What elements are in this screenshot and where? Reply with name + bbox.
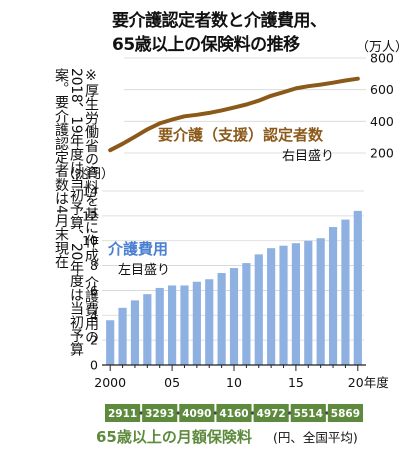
left-axis-unit-label: （兆円）	[62, 167, 115, 182]
cost-bar	[217, 273, 226, 365]
bar-layer	[106, 210, 362, 365]
cost-bar	[229, 268, 239, 365]
premium-value: 5514	[294, 408, 323, 420]
premium-box	[105, 404, 141, 422]
cost-bar	[168, 285, 177, 365]
source-note: ※厚生労働省の資料を基に作成。介護費用の2018、19年度は当初予算、20年度は…	[53, 68, 99, 357]
premium-separator-dot	[139, 411, 143, 415]
line-layer	[108, 76, 360, 153]
premium-separator-dot	[213, 411, 218, 415]
premium-box	[253, 404, 289, 422]
right-axis-tick-label: 400	[370, 114, 394, 129]
cost-bar	[291, 243, 300, 365]
line-series-label: 要介護（支援）認定者数	[158, 126, 324, 144]
bar-series-label: 介護費用	[107, 240, 168, 258]
left-axis-tick-label: 4	[90, 308, 98, 323]
right-axis-unit-label: （万人）	[356, 40, 409, 55]
cost-bar	[353, 210, 362, 365]
premium-value: 2911	[108, 408, 137, 420]
chart-title-line2: 65歳以上の保険料の推移	[112, 35, 300, 55]
cost-bar	[118, 307, 127, 365]
premium-row: 2911 3293 4090 4160 4972 5514 5869 65歳以上の月額保険料 (…	[96, 404, 363, 446]
premium-box	[290, 404, 326, 422]
x-axis: 2000 05 10 15 20年度	[94, 364, 389, 390]
premium-box	[216, 404, 252, 422]
cost-bar	[242, 263, 251, 365]
chart-title-line1: 要介護認定者数と介護費用、	[112, 11, 327, 31]
cost-bar	[279, 245, 288, 365]
cost-bar	[180, 285, 189, 365]
premium-box	[327, 404, 363, 422]
cost-bar	[316, 238, 325, 365]
premium-separator-dot	[176, 411, 180, 415]
certified-persons-line	[108, 76, 360, 153]
left-axis-tick-label: 0	[90, 358, 98, 373]
premium-box	[179, 404, 215, 422]
left-axis: 0 2 4 6 8 10 12 14	[82, 184, 98, 373]
right-axis-tick-label: 800	[370, 51, 394, 66]
x-axis-tick-label: 20年度	[348, 375, 389, 390]
line-axis-note: 右目盛り	[282, 149, 334, 164]
cost-bar	[192, 281, 201, 365]
cost-bar	[267, 248, 276, 365]
right-axis: 200 400 600 800	[370, 51, 394, 161]
cost-bar	[106, 320, 115, 365]
premium-box	[142, 404, 178, 422]
premium-row-label: 65歳以上の月額保険料	[96, 428, 252, 446]
left-axis-tick-label: 8	[90, 258, 98, 273]
cost-bar	[143, 294, 152, 365]
x-axis-tick-label: 10	[226, 375, 242, 390]
right-axis-tick-label: 200	[370, 146, 394, 161]
premium-separator-dot	[325, 411, 329, 415]
x-axis-tick-label: 05	[164, 375, 180, 390]
cost-bar	[155, 287, 164, 365]
x-axis-tick-label: 15	[288, 375, 304, 390]
cost-bar	[205, 279, 214, 365]
premium-value: 3293	[145, 408, 174, 420]
left-axis-tick-label: 10	[82, 233, 98, 248]
cost-bar	[304, 240, 313, 365]
left-axis-tick-label: 14	[82, 184, 98, 199]
premium-separator-dot	[288, 411, 292, 415]
premium-separator-dot	[250, 411, 255, 415]
x-axis-tick-label: 2000	[94, 375, 126, 390]
cost-bar	[341, 219, 350, 365]
bar-axis-note: 左目盛り	[118, 263, 170, 278]
left-axis-tick-label: 6	[90, 283, 98, 298]
premium-value: 5869	[331, 408, 360, 420]
left-axis-tick-label: 2	[90, 333, 98, 348]
premium-row-note: (円、全国平均)	[273, 430, 358, 445]
cost-bar	[130, 300, 140, 365]
premium-value: 4090	[182, 408, 211, 420]
right-axis-tick-label: 600	[370, 82, 394, 97]
cost-bar	[254, 254, 263, 365]
cost-bar	[328, 227, 338, 365]
premium-value: 4972	[257, 408, 286, 420]
premium-value: 4160	[219, 408, 248, 420]
left-axis-tick-label: 12	[82, 208, 98, 223]
